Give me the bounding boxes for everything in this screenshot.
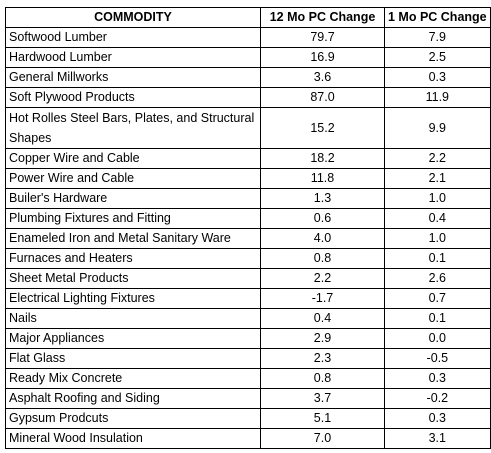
header-12-month-change: 12 Mo PC Change	[260, 7, 385, 28]
commodity-cell: Sheet Metal Products	[5, 268, 261, 289]
one-month-cell: 11.9	[384, 87, 491, 108]
one-month-cell: 0.0	[384, 328, 491, 349]
header-commodity: COMMODITY	[5, 7, 261, 28]
table-row: Softwood Lumber 79.7 7.9	[5, 27, 491, 48]
twelve-month-cell: 11.8	[260, 168, 385, 189]
header-1-month-change: 1 Mo PC Change	[384, 7, 491, 28]
one-month-cell: 0.3	[384, 408, 491, 429]
table-row: Ready Mix Concrete 0.8 0.3	[5, 368, 491, 389]
commodity-price-table: COMMODITY 12 Mo PC Change 1 Mo PC Change…	[5, 7, 491, 449]
commodity-cell: Gypsum Prodcuts	[5, 408, 261, 429]
one-month-cell: 2.6	[384, 268, 491, 289]
commodity-cell: Soft Plywood Products	[5, 87, 261, 108]
commodity-cell: Major Appliances	[5, 328, 261, 349]
table-row: Copper Wire and Cable 18.2 2.2	[5, 148, 491, 169]
twelve-month-cell: 3.7	[260, 388, 385, 409]
table-row: Nails 0.4 0.1	[5, 308, 491, 329]
one-month-cell: 7.9	[384, 27, 491, 48]
commodity-cell: General Millworks	[5, 67, 261, 88]
one-month-cell: 9.9	[384, 107, 491, 149]
one-month-cell: -0.2	[384, 388, 491, 409]
table-row: Major Appliances 2.9 0.0	[5, 328, 491, 349]
one-month-cell: 0.3	[384, 368, 491, 389]
twelve-month-cell: 3.6	[260, 67, 385, 88]
twelve-month-cell: 0.8	[260, 248, 385, 269]
commodity-cell: Flat Glass	[5, 348, 261, 369]
commodity-cell: Power Wire and Cable	[5, 168, 261, 189]
twelve-month-cell: 18.2	[260, 148, 385, 169]
one-month-cell: 3.1	[384, 428, 491, 449]
twelve-month-cell: 15.2	[260, 107, 385, 149]
twelve-month-cell: 0.8	[260, 368, 385, 389]
twelve-month-cell: 4.0	[260, 228, 385, 249]
one-month-cell: 0.1	[384, 308, 491, 329]
table-row: Hardwood Lumber 16.9 2.5	[5, 47, 491, 68]
table-row: Furnaces and Heaters 0.8 0.1	[5, 248, 491, 269]
commodity-cell: Nails	[5, 308, 261, 329]
commodity-cell: Electrical Lighting Fixtures	[5, 288, 261, 309]
table-row: Gypsum Prodcuts 5.1 0.3	[5, 408, 491, 429]
commodity-cell: Plumbing Fixtures and Fitting	[5, 208, 261, 229]
table-row: Builer's Hardware 1.3 1.0	[5, 188, 491, 209]
twelve-month-cell: 16.9	[260, 47, 385, 68]
table-row: Soft Plywood Products 87.0 11.9	[5, 87, 491, 108]
twelve-month-cell: 2.9	[260, 328, 385, 349]
table-row: Asphalt Roofing and Siding 3.7 -0.2	[5, 388, 491, 409]
table-row: Mineral Wood Insulation 7.0 3.1	[5, 428, 491, 449]
one-month-cell: 1.0	[384, 188, 491, 209]
table-row: Power Wire and Cable 11.8 2.1	[5, 168, 491, 189]
table-row: Flat Glass 2.3 -0.5	[5, 348, 491, 369]
table-row: Sheet Metal Products 2.2 2.6	[5, 268, 491, 289]
header-row: COMMODITY 12 Mo PC Change 1 Mo PC Change	[5, 7, 491, 28]
one-month-cell: 2.1	[384, 168, 491, 189]
table-row: General Millworks 3.6 0.3	[5, 67, 491, 88]
commodity-price-table-container: COMMODITY 12 Mo PC Change 1 Mo PC Change…	[5, 7, 491, 449]
table-row: Electrical Lighting Fixtures -1.7 0.7	[5, 288, 491, 309]
one-month-cell: 0.1	[384, 248, 491, 269]
table-row: Hot Rolles Steel Bars, Plates, and Struc…	[5, 107, 491, 149]
commodity-cell: Ready Mix Concrete	[5, 368, 261, 389]
twelve-month-cell: 87.0	[260, 87, 385, 108]
table-row: Enameled Iron and Metal Sanitary Ware 4.…	[5, 228, 491, 249]
commodity-cell: Asphalt Roofing and Siding	[5, 388, 261, 409]
twelve-month-cell: -1.7	[260, 288, 385, 309]
table-row: Plumbing Fixtures and Fitting 0.6 0.4	[5, 208, 491, 229]
commodity-cell: Softwood Lumber	[5, 27, 261, 48]
one-month-cell: -0.5	[384, 348, 491, 369]
commodity-cell: Hardwood Lumber	[5, 47, 261, 68]
commodity-cell: Furnaces and Heaters	[5, 248, 261, 269]
one-month-cell: 0.4	[384, 208, 491, 229]
one-month-cell: 0.7	[384, 288, 491, 309]
twelve-month-cell: 0.6	[260, 208, 385, 229]
twelve-month-cell: 0.4	[260, 308, 385, 329]
commodity-cell: Hot Rolles Steel Bars, Plates, and Struc…	[5, 107, 261, 149]
one-month-cell: 1.0	[384, 228, 491, 249]
twelve-month-cell: 1.3	[260, 188, 385, 209]
commodity-cell: Builer's Hardware	[5, 188, 261, 209]
one-month-cell: 0.3	[384, 67, 491, 88]
twelve-month-cell: 2.2	[260, 268, 385, 289]
twelve-month-cell: 5.1	[260, 408, 385, 429]
twelve-month-cell: 79.7	[260, 27, 385, 48]
twelve-month-cell: 2.3	[260, 348, 385, 369]
commodity-cell: Copper Wire and Cable	[5, 148, 261, 169]
twelve-month-cell: 7.0	[260, 428, 385, 449]
one-month-cell: 2.5	[384, 47, 491, 68]
one-month-cell: 2.2	[384, 148, 491, 169]
commodity-cell: Mineral Wood Insulation	[5, 428, 261, 449]
commodity-cell: Enameled Iron and Metal Sanitary Ware	[5, 228, 261, 249]
